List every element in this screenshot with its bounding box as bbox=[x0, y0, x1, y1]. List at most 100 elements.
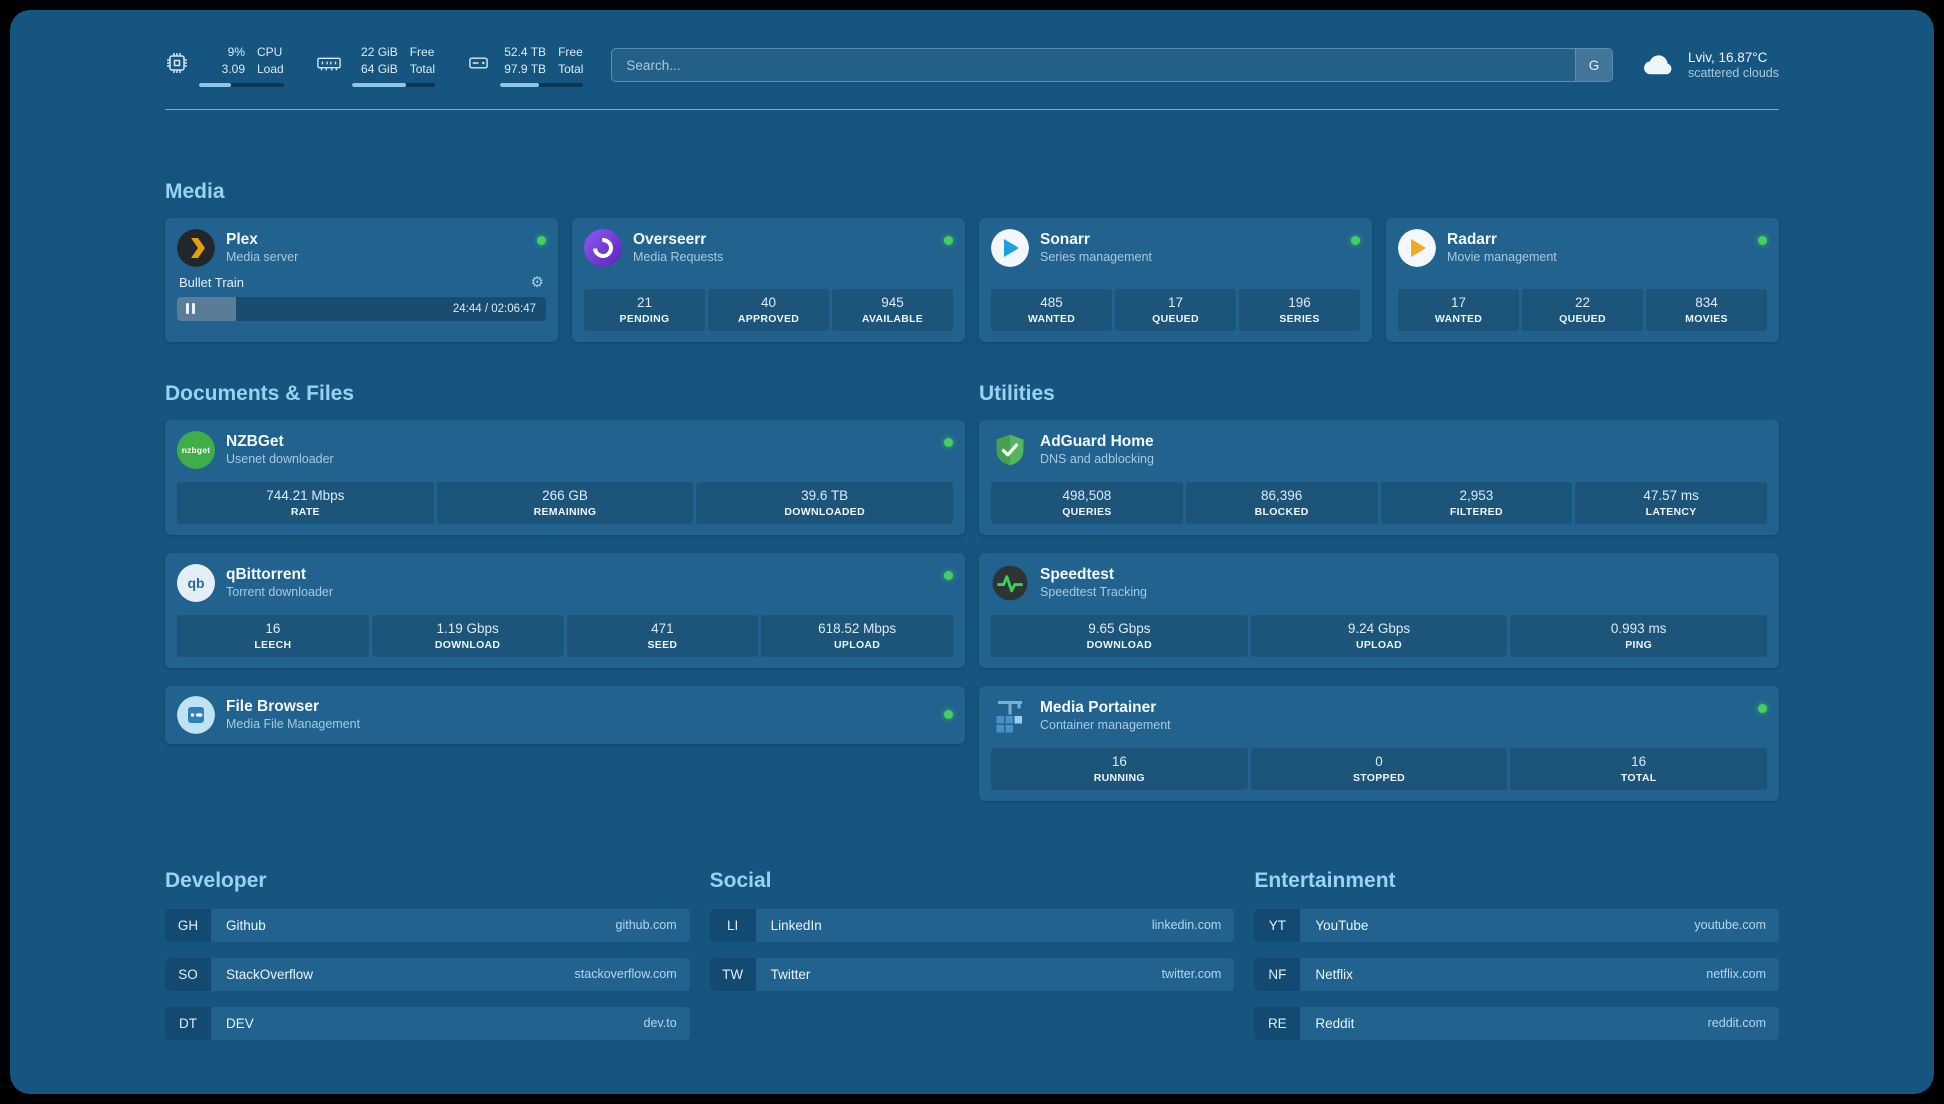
bookmark-twitter[interactable]: TW Twitter twitter.com bbox=[709, 957, 1235, 991]
speedtest-icon bbox=[991, 564, 1029, 602]
bookmark-url: reddit.com bbox=[1707, 1016, 1766, 1031]
status-dot bbox=[1758, 703, 1767, 713]
topbar-divider bbox=[165, 108, 1779, 110]
stat-download: 1.19 Gbps DOWNLOAD bbox=[371, 615, 564, 657]
status-dot bbox=[537, 235, 546, 245]
section-title-entertainment: Entertainment bbox=[1254, 868, 1396, 892]
service-subtitle: Series management bbox=[1040, 250, 1152, 265]
bookmark-name: Netflix bbox=[1315, 966, 1353, 982]
stat-filtered: 2,953 FILTERED bbox=[1380, 482, 1573, 524]
bookmark-abbr: TW bbox=[709, 957, 756, 991]
stat-available: 945 AVAILABLE bbox=[832, 289, 953, 331]
memory-total-value: 64 GiB bbox=[361, 62, 398, 77]
stat-series: 196 SERIES bbox=[1239, 289, 1360, 331]
qbittorrent-icon: qb bbox=[177, 563, 215, 602]
bookmark-url: netflix.com bbox=[1706, 967, 1766, 982]
stat-queued: 22 QUEUED bbox=[1522, 289, 1643, 331]
bookmark-abbr: RE bbox=[1254, 1006, 1301, 1040]
service-card-qbittorrent[interactable]: qb qBittorrent Torrent downloader 16 LEE… bbox=[165, 552, 965, 668]
memory-free-label: Free bbox=[409, 45, 435, 59]
bookmark-name: Reddit bbox=[1315, 1015, 1355, 1031]
playback-time: 24:44 / 02:06:47 bbox=[452, 302, 536, 315]
bookmark-abbr: LI bbox=[709, 908, 756, 942]
topbar: 9% 3.09 CPU Load bbox=[165, 44, 1779, 87]
section-title-developer: Developer bbox=[165, 868, 267, 892]
nzbget-stats: 744.21 Mbps RATE 266 GB REMAINING 39.6 T… bbox=[177, 482, 954, 524]
bookmark-dev[interactable]: DT DEV dev.to bbox=[165, 1006, 690, 1040]
portainer-stats: 16 RUNNING 0 STOPPED 16 TOTAL bbox=[991, 748, 1768, 790]
bookmark-name: Twitter bbox=[770, 966, 811, 982]
search-engine-button[interactable]: G bbox=[1574, 49, 1612, 82]
documents-column: Documents & Files nzbget NZBGet Usenet d… bbox=[165, 382, 965, 801]
speedtest-header: Speedtest Speedtest Tracking bbox=[991, 564, 1767, 602]
radarr-header: Radarr Movie management bbox=[1398, 228, 1767, 267]
bookmark-name: YouTube bbox=[1315, 917, 1369, 933]
bookmark-stackoverflow[interactable]: SO StackOverflow stackoverflow.com bbox=[165, 957, 690, 991]
bookmark-netflix[interactable]: NF Netflix netflix.com bbox=[1254, 957, 1779, 991]
service-name: Media Portainer bbox=[1040, 698, 1157, 716]
service-card-radarr[interactable]: Radarr Movie management 17 WANTED 22 QUE… bbox=[1386, 217, 1779, 342]
stat-wanted: 485 WANTED bbox=[991, 289, 1112, 331]
disk-usage-bar bbox=[500, 82, 584, 87]
weather-widget: Lviv, 16.87°C scattered clouds bbox=[1641, 49, 1779, 82]
service-subtitle: Speedtest Tracking bbox=[1040, 585, 1148, 600]
bookmarks: Developer GH Github github.com SO StackO… bbox=[165, 869, 1779, 1040]
overseerr-icon bbox=[584, 228, 622, 267]
stat-upload: 9.24 Gbps UPLOAD bbox=[1250, 615, 1508, 657]
stat-blocked: 86,396 BLOCKED bbox=[1185, 482, 1378, 524]
cpu-stats: 9% 3.09 CPU Load bbox=[199, 44, 284, 87]
service-card-nzbget[interactable]: nzbget NZBGet Usenet downloader 744.21 M… bbox=[165, 419, 965, 535]
service-card-portainer[interactable]: Media Portainer Container management 16 … bbox=[979, 685, 1779, 801]
section-title-social: Social bbox=[709, 868, 772, 892]
stat-stopped: 0 STOPPED bbox=[1250, 748, 1508, 790]
service-card-plex[interactable]: Plex Media server Bullet Train ⚙ 24:44 /… bbox=[165, 217, 558, 342]
disk-total-value: 97.9 TB bbox=[504, 62, 547, 77]
bookmark-url: stackoverflow.com bbox=[574, 967, 677, 982]
bookmark-group-entertainment: Entertainment YT YouTube youtube.com NF … bbox=[1254, 869, 1779, 1040]
dashboard: 9% 3.09 CPU Load bbox=[10, 10, 1934, 1094]
stat-seed: 471 SEED bbox=[566, 615, 759, 657]
service-name: qBittorrent bbox=[226, 565, 307, 583]
service-subtitle: Media Requests bbox=[633, 250, 724, 265]
service-card-speedtest[interactable]: Speedtest Speedtest Tracking 9.65 Gbps D… bbox=[979, 552, 1779, 668]
service-subtitle: Media server bbox=[226, 250, 299, 265]
bookmark-abbr: DT bbox=[165, 1006, 211, 1040]
service-card-overseerr[interactable]: Overseerr Media Requests 21 PENDING 40 A… bbox=[572, 217, 965, 342]
cpu-widget: 9% 3.09 CPU Load bbox=[165, 44, 284, 87]
bookmark-linkedin[interactable]: LI LinkedIn linkedin.com bbox=[709, 908, 1235, 942]
service-card-sonarr[interactable]: Sonarr Series management 485 WANTED 17 Q… bbox=[979, 217, 1372, 342]
nzbget-icon: nzbget bbox=[177, 430, 215, 469]
service-card-filebrowser[interactable]: File Browser Media File Management bbox=[165, 685, 965, 744]
bookmark-youtube[interactable]: YT YouTube youtube.com bbox=[1254, 908, 1779, 942]
service-card-adguard[interactable]: AdGuard Home DNS and adblocking 498,508 … bbox=[979, 419, 1779, 535]
cpu-load-value: 3.09 bbox=[221, 62, 245, 77]
bookmark-abbr: GH bbox=[165, 908, 211, 942]
bookmark-abbr: YT bbox=[1254, 908, 1301, 942]
stat-running: 16 RUNNING bbox=[991, 748, 1248, 790]
bookmark-reddit[interactable]: RE Reddit reddit.com bbox=[1254, 1006, 1779, 1040]
search-input[interactable] bbox=[612, 49, 1575, 82]
bookmark-group-social: Social LI LinkedIn linkedin.com TW Twitt… bbox=[709, 868, 1235, 1040]
pause-icon[interactable] bbox=[186, 303, 195, 315]
overseerr-header: Overseerr Media Requests bbox=[584, 228, 953, 267]
bookmark-url: github.com bbox=[615, 918, 677, 933]
filebrowser-icon bbox=[177, 695, 215, 734]
bookmark-github[interactable]: GH Github github.com bbox=[165, 908, 690, 942]
bookmark-name: Github bbox=[226, 917, 266, 933]
cpu-percent: 9% bbox=[227, 45, 245, 59]
bookmark-name: StackOverflow bbox=[226, 966, 314, 982]
disk-stats: 52.4 TB 97.9 TB Free Total bbox=[500, 44, 584, 87]
adguard-stats: 498,508 QUERIES 86,396 BLOCKED 2,953 FIL… bbox=[991, 482, 1767, 524]
stat-downloaded: 39.6 TB DOWNLOADED bbox=[696, 482, 954, 524]
section-title-documents: Documents & Files bbox=[165, 381, 355, 405]
stat-ping: 0.993 ms PING bbox=[1510, 615, 1768, 657]
stat-latency: 47.57 ms LATENCY bbox=[1575, 482, 1767, 524]
qbittorrent-stats: 16 LEECH 1.19 Gbps DOWNLOAD 471 SEED 6 bbox=[177, 615, 953, 657]
memory-widget: 22 GiB 64 GiB Free Total bbox=[316, 44, 436, 87]
plex-header: Plex Media server bbox=[177, 228, 546, 267]
settings-gear-icon[interactable]: ⚙ bbox=[530, 273, 544, 291]
search-bar[interactable]: G bbox=[611, 48, 1613, 83]
plex-progress-bar[interactable]: 24:44 / 02:06:47 bbox=[177, 296, 546, 321]
portainer-header: Media Portainer Container management bbox=[991, 697, 1767, 735]
